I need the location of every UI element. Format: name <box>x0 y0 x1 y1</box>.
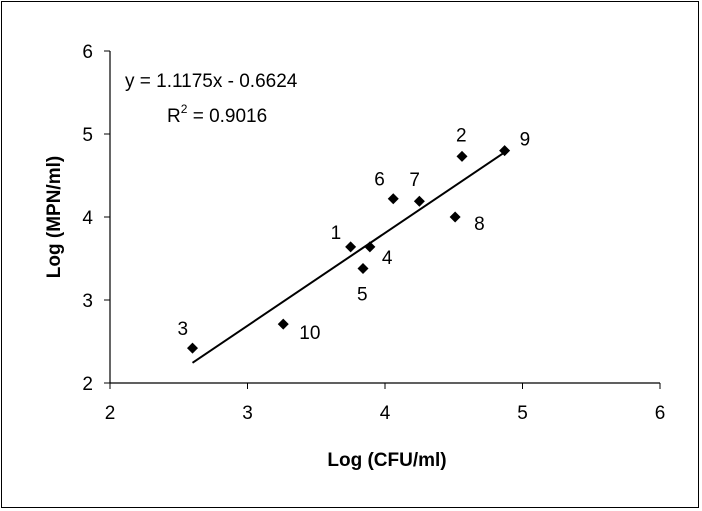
data-point-label: 7 <box>409 170 420 191</box>
r-squared-text: R2 = 0.9016 <box>167 102 267 127</box>
r-squared-prefix: R <box>167 106 181 127</box>
y-tick-label: 4 <box>82 208 93 229</box>
data-point-label: 10 <box>299 323 320 344</box>
r-squared-superscript: 2 <box>181 102 188 116</box>
y-tick-label: 6 <box>82 42 93 63</box>
regression-equation: y = 1.1175x - 0.6624 <box>125 71 298 92</box>
y-axis-title: Log (MPN/ml) <box>44 156 65 278</box>
data-point-marker <box>499 145 511 157</box>
data-point-marker <box>364 241 376 253</box>
x-tick-label: 3 <box>242 403 253 424</box>
regression-annotation: y = 1.1175x - 0.6624 R2 = 0.9016 <box>125 71 298 127</box>
trendline-group <box>191 151 506 364</box>
data-point-marker <box>277 318 289 330</box>
data-points <box>187 145 511 354</box>
data-point-label: 6 <box>374 170 385 191</box>
data-point-label: 3 <box>178 319 189 340</box>
data-point-marker <box>357 262 369 274</box>
y-tick-label: 5 <box>82 125 93 146</box>
data-point-marker <box>456 150 468 162</box>
y-tick-label: 2 <box>82 374 93 395</box>
y-tick-label: 3 <box>82 291 93 312</box>
data-point-label: 1 <box>331 223 342 244</box>
point-labels: 1 2 3 45 6 7 8 9 10 <box>178 125 531 344</box>
data-point-label: 2 <box>456 125 467 146</box>
x-tick-label: 2 <box>105 403 116 424</box>
x-axis-title: Log (CFU/ml) <box>327 450 446 471</box>
x-tick-label: 4 <box>380 403 391 424</box>
data-point-marker <box>345 241 357 253</box>
data-point-label: 5 <box>357 284 368 305</box>
x-tick-label: 5 <box>517 403 528 424</box>
x-tick-label: 6 <box>655 403 666 424</box>
data-point-label: 8 <box>474 214 485 235</box>
data-point-label: 9 <box>520 130 531 151</box>
data-point-marker <box>187 342 198 354</box>
r-squared-value: = 0.9016 <box>187 106 267 127</box>
data-point-label: 4 <box>382 248 393 269</box>
data-point-marker <box>387 193 399 205</box>
trendline <box>191 151 506 364</box>
data-point-marker <box>413 195 425 207</box>
data-point-marker <box>449 211 461 223</box>
